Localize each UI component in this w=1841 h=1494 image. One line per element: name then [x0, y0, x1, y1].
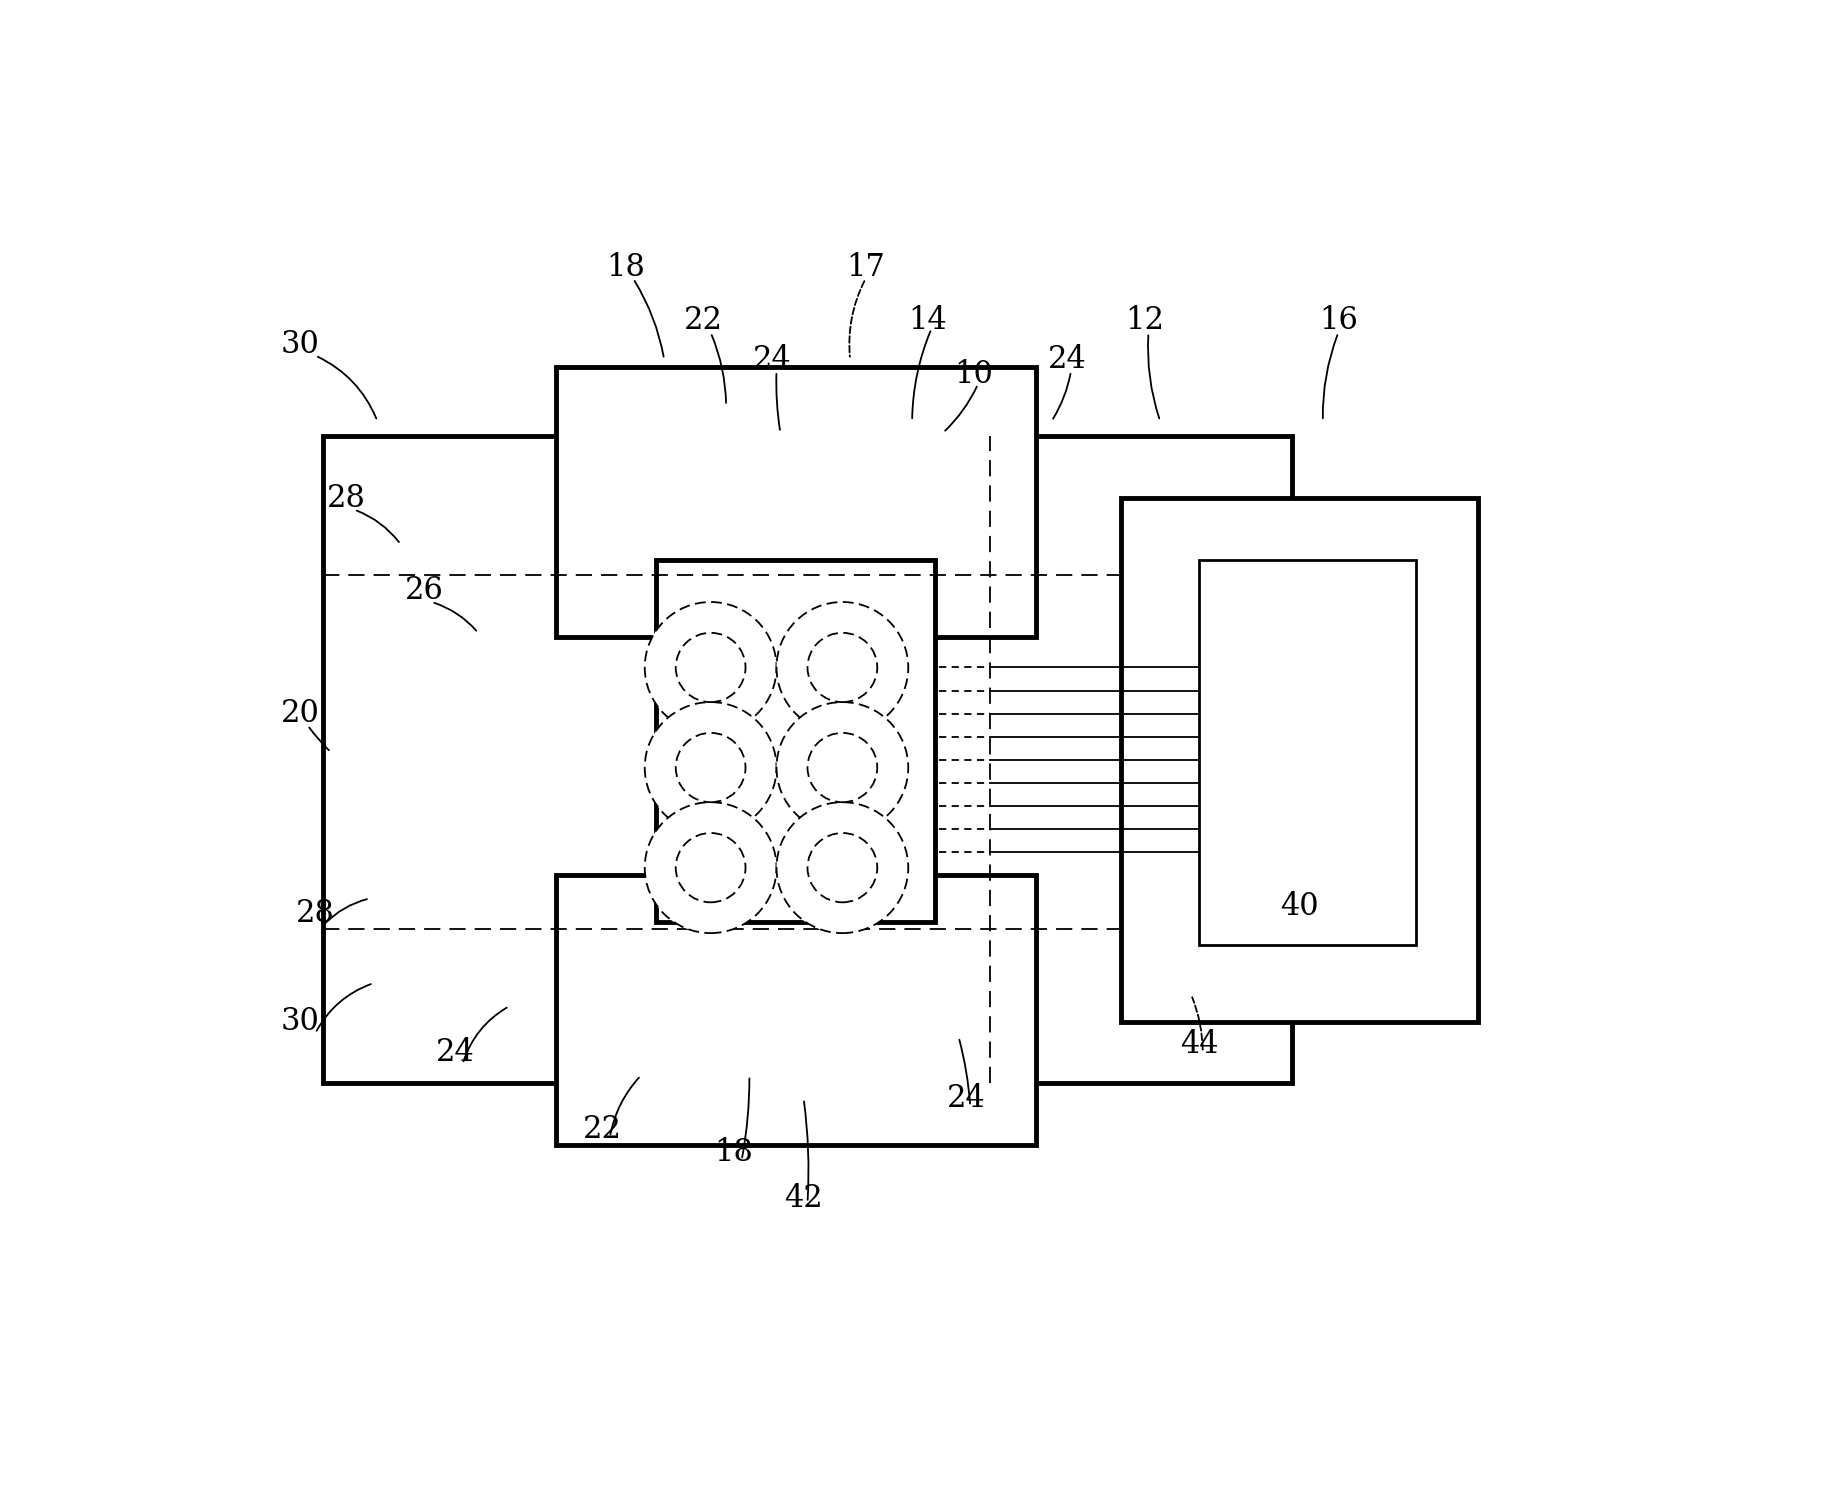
Bar: [556, 875, 1036, 1144]
Bar: [657, 560, 935, 922]
Circle shape: [777, 602, 908, 734]
Text: 20: 20: [280, 698, 318, 729]
Text: 30: 30: [280, 1005, 318, 1037]
Text: 24: 24: [1048, 344, 1086, 375]
Circle shape: [777, 702, 908, 834]
Bar: [1198, 560, 1416, 944]
Text: 17: 17: [847, 251, 886, 282]
Text: 24: 24: [753, 344, 792, 375]
Text: 22: 22: [683, 305, 722, 336]
Circle shape: [644, 802, 777, 934]
Text: 30: 30: [280, 329, 318, 360]
Circle shape: [808, 834, 878, 902]
Circle shape: [777, 802, 908, 934]
Text: 26: 26: [405, 575, 444, 607]
Circle shape: [676, 734, 746, 802]
Bar: [556, 368, 1036, 636]
Text: 42: 42: [784, 1183, 823, 1215]
Bar: [1121, 498, 1478, 1022]
Text: 28: 28: [296, 898, 335, 929]
Circle shape: [644, 702, 777, 834]
Circle shape: [808, 633, 878, 702]
Text: 10: 10: [955, 360, 994, 390]
Circle shape: [644, 602, 777, 734]
Text: 28: 28: [328, 483, 366, 514]
Circle shape: [676, 834, 746, 902]
Text: 14: 14: [908, 305, 946, 336]
Text: 18: 18: [714, 1137, 753, 1168]
Circle shape: [808, 734, 878, 802]
Circle shape: [676, 633, 746, 702]
Text: 44: 44: [1180, 1029, 1219, 1061]
Text: 18: 18: [606, 251, 644, 282]
Text: 40: 40: [1279, 890, 1318, 922]
Text: 24: 24: [436, 1037, 475, 1068]
Bar: [324, 436, 1292, 1083]
Text: 16: 16: [1318, 305, 1359, 336]
Text: 22: 22: [582, 1115, 622, 1144]
Text: 12: 12: [1125, 305, 1164, 336]
Text: 24: 24: [946, 1083, 985, 1115]
